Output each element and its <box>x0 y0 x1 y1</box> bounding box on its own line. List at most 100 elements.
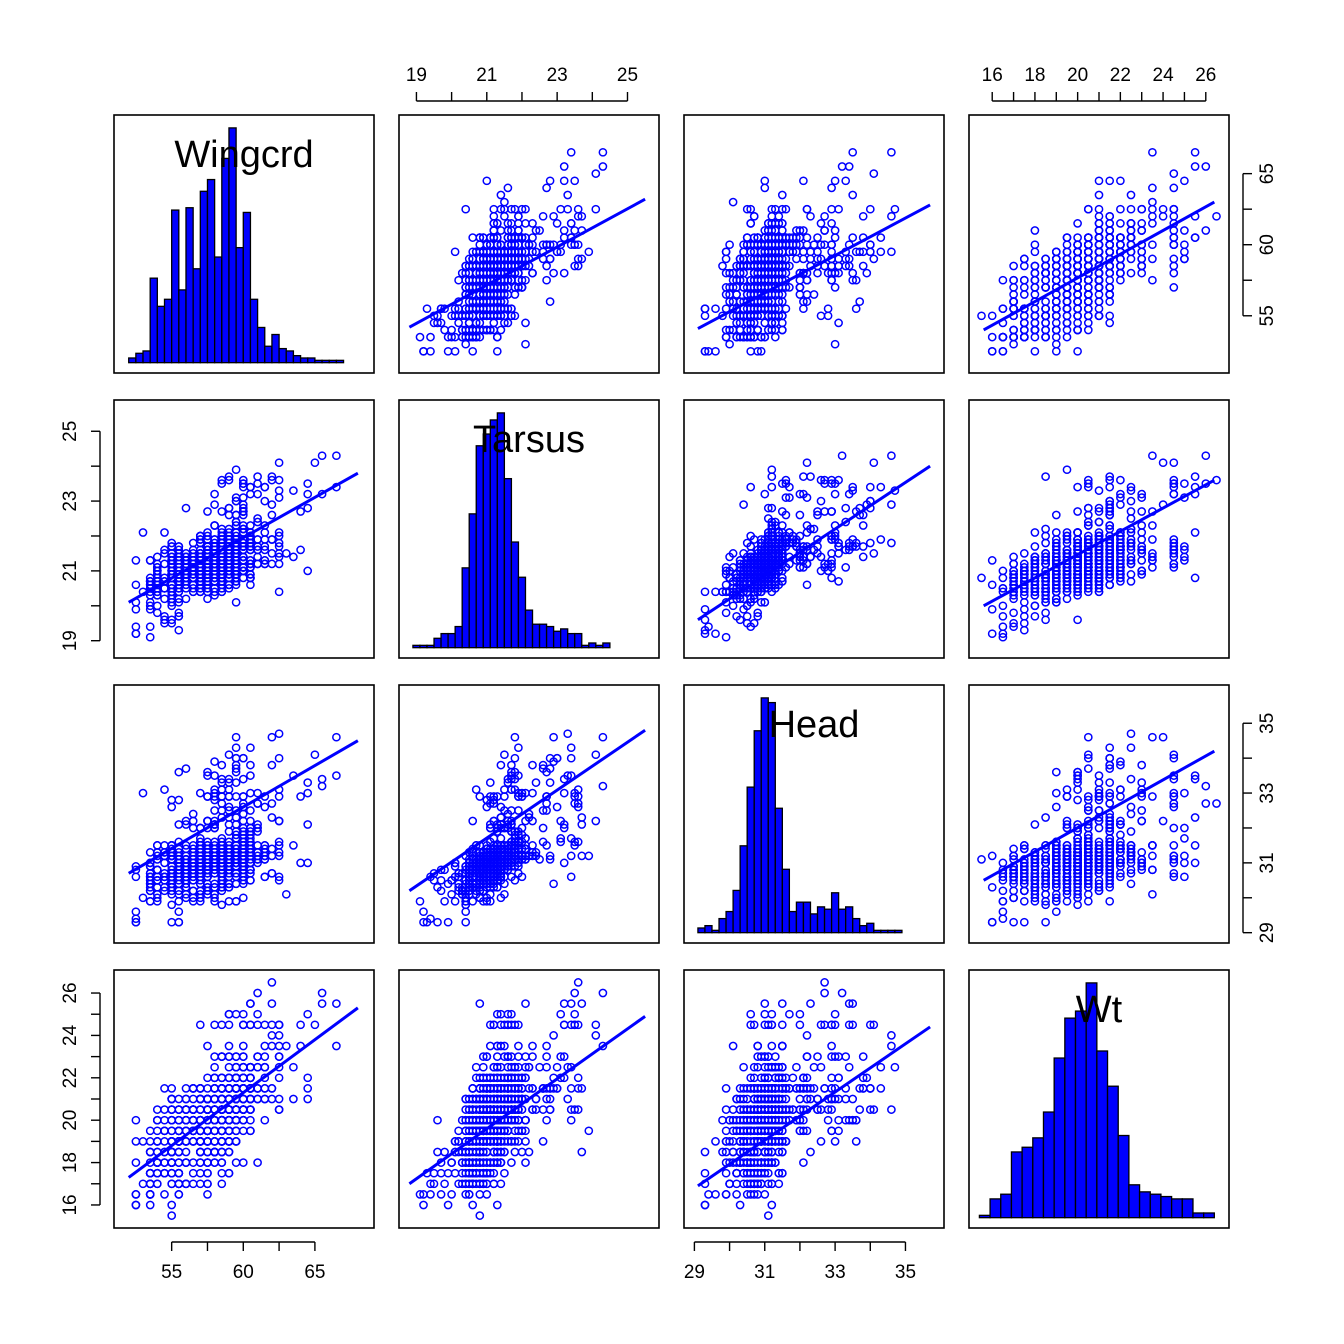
data-point <box>457 268 467 278</box>
data-point <box>830 489 840 499</box>
data-point <box>998 601 1008 611</box>
data-point <box>767 297 777 306</box>
data-point <box>1062 254 1072 264</box>
data-point <box>152 552 162 562</box>
data-point <box>700 304 710 314</box>
scatter-points <box>131 729 341 927</box>
data-point <box>303 566 313 576</box>
data-point <box>296 792 305 801</box>
data-point <box>1030 325 1040 335</box>
data-point <box>869 549 879 558</box>
data-point <box>834 318 843 328</box>
data-point <box>584 247 594 257</box>
data-point <box>461 283 471 292</box>
data-point <box>1073 528 1082 537</box>
data-point <box>260 535 270 544</box>
data-point <box>1073 304 1082 314</box>
data-point <box>267 760 277 770</box>
data-point <box>1094 268 1104 278</box>
data-point <box>735 275 745 285</box>
data-point <box>1094 517 1104 527</box>
data-point <box>1030 311 1040 321</box>
data-point <box>419 346 428 356</box>
data-point <box>145 896 155 906</box>
data-point <box>1148 204 1157 214</box>
data-point <box>267 549 277 558</box>
data-point <box>1180 479 1189 488</box>
data-point <box>987 346 997 356</box>
data-point <box>865 240 875 250</box>
data-point <box>267 500 277 509</box>
data-point <box>1137 254 1147 264</box>
data-point <box>231 778 241 787</box>
data-point <box>1137 226 1147 235</box>
data-point <box>224 792 234 801</box>
data-point <box>1180 226 1189 235</box>
data-point <box>210 771 219 780</box>
data-point <box>210 521 219 530</box>
data-point <box>830 226 840 235</box>
data-point <box>521 318 530 328</box>
data-point <box>1105 268 1115 278</box>
data-point <box>492 233 502 242</box>
data-point <box>253 559 262 569</box>
data-point <box>1019 325 1029 335</box>
data-point <box>1094 233 1104 242</box>
data-point <box>1094 283 1104 292</box>
data-point <box>267 813 277 822</box>
data-point <box>1137 204 1147 214</box>
data-point <box>890 204 900 214</box>
data-point <box>700 587 710 597</box>
data-point <box>570 261 580 271</box>
data-point <box>1062 594 1072 604</box>
data-point <box>224 510 234 520</box>
data-point <box>577 254 587 264</box>
data-point <box>1105 211 1115 221</box>
data-point <box>549 268 558 278</box>
data-point <box>806 247 815 257</box>
data-point <box>834 261 843 271</box>
data-point <box>785 247 794 257</box>
data-point <box>1083 233 1093 242</box>
hist-bar <box>292 354 302 364</box>
data-point <box>887 451 896 461</box>
data-point <box>827 240 836 250</box>
data-point <box>274 753 284 763</box>
data-point <box>231 753 241 763</box>
data-point <box>478 275 488 285</box>
data-point <box>246 521 255 530</box>
data-point <box>246 743 255 753</box>
data-point <box>500 283 509 292</box>
hist-bar <box>235 246 244 364</box>
data-point <box>732 332 741 342</box>
data-point <box>160 594 169 604</box>
data-point <box>774 311 784 321</box>
hist-bar <box>192 268 201 364</box>
data-point <box>721 632 731 642</box>
data-point <box>521 204 530 214</box>
data-point <box>1083 240 1093 250</box>
data-point <box>1094 211 1104 221</box>
data-point <box>246 875 255 885</box>
data-point <box>577 211 587 221</box>
data-point <box>725 240 734 250</box>
data-point <box>1019 332 1029 342</box>
data-point <box>500 197 509 207</box>
data-point <box>217 806 227 815</box>
hist-bar <box>285 350 295 364</box>
data-point <box>289 486 298 495</box>
data-point <box>770 226 780 235</box>
data-point <box>802 580 812 590</box>
data-point <box>217 760 227 770</box>
data-point <box>802 240 812 250</box>
data-point <box>188 823 198 833</box>
data-point <box>303 820 313 829</box>
scatter-points <box>415 729 608 927</box>
data-point <box>1094 190 1104 200</box>
data-point <box>704 346 713 356</box>
data-point <box>865 247 875 257</box>
hist-bar <box>185 207 194 364</box>
data-point <box>735 325 745 335</box>
data-point <box>281 889 291 899</box>
data-point <box>763 297 773 306</box>
